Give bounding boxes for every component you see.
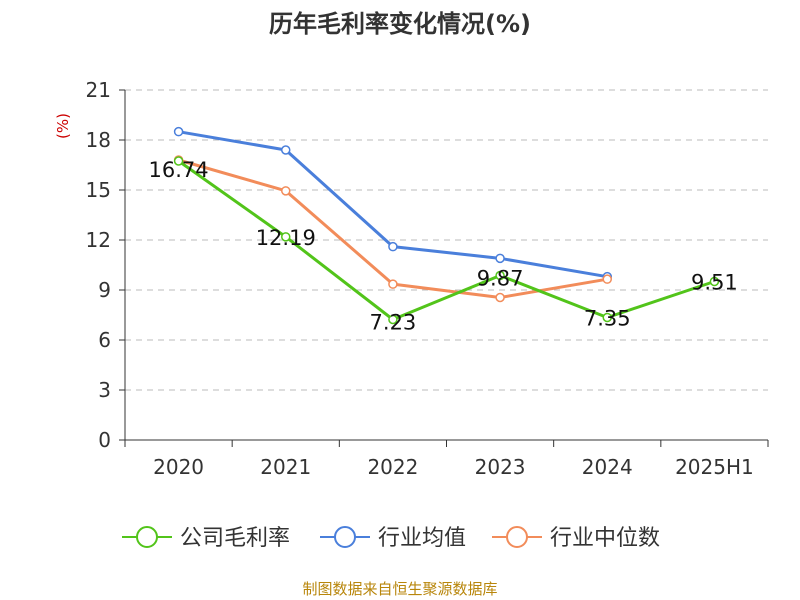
- data-point: [495, 253, 505, 264]
- data-point: [602, 312, 612, 323]
- data-point: [281, 232, 291, 242]
- series-line-1: [178, 130, 608, 279]
- legend: 公司毛利率 行业均值 行业中位数: [122, 526, 660, 551]
- y-tick-label: 3: [98, 378, 111, 402]
- data-label: 9.51: [691, 271, 738, 295]
- data-point: [173, 156, 184, 166]
- series-lines: [173, 126, 720, 325]
- y-tick-label: 21: [86, 78, 111, 102]
- y-tick-labels: 0 3 6 9 12 15 18 21: [86, 78, 111, 452]
- series-line-0: [177, 159, 715, 321]
- x-tick-label: 2025H1: [675, 455, 754, 479]
- series-line-2: [178, 158, 608, 299]
- y-tick-label: 9: [98, 278, 111, 302]
- data-point: [709, 276, 720, 287]
- legend-marker: [334, 526, 356, 548]
- legend-label: 行业均值: [378, 526, 466, 551]
- axes: [119, 89, 769, 447]
- y-tick-label: 6: [98, 328, 111, 352]
- x-tick-label: 2021: [260, 455, 311, 479]
- data-label: 7.35: [584, 307, 631, 331]
- legend-label: 公司毛利率: [180, 526, 290, 551]
- data-label: 16.74: [149, 158, 209, 182]
- legend-label: 行业中位数: [550, 526, 660, 551]
- legend-marker: [136, 526, 158, 548]
- y-tick-label: 0: [98, 428, 111, 452]
- data-point: [173, 126, 184, 137]
- x-tick-labels: 2020 2021 2022 2023 2024 2025H1: [153, 455, 754, 479]
- data-point: [388, 314, 398, 325]
- x-tick-label: 2022: [367, 455, 418, 479]
- data-point: [602, 274, 612, 284]
- chart-title: 历年毛利率变化情况(%): [269, 10, 531, 38]
- y-tick-label: 12: [86, 228, 111, 252]
- x-tick-label: 2020: [153, 455, 204, 479]
- gridlines: [125, 89, 768, 391]
- source-note: 制图数据来自恒生聚源数据库: [302, 580, 497, 598]
- y-axis-label: (%): [54, 113, 72, 139]
- x-tick-label: 2023: [475, 455, 526, 479]
- y-tick-label: 15: [86, 178, 111, 202]
- y-tick-label: 18: [86, 128, 111, 152]
- data-label: 9.87: [477, 267, 524, 291]
- data-label: 7.23: [370, 311, 417, 335]
- data-point: [495, 270, 505, 281]
- data-point: [388, 241, 398, 252]
- x-tick-label: 2024: [582, 455, 633, 479]
- data-point: [495, 292, 505, 303]
- data-point: [281, 186, 291, 196]
- legend-marker: [506, 526, 528, 548]
- data-point: [281, 145, 291, 155]
- data-point: [388, 279, 398, 289]
- data-labels: 16.74 12.19 7.23 9.87 7.35 9.51: [149, 158, 738, 335]
- data-label: 12.19: [256, 226, 316, 250]
